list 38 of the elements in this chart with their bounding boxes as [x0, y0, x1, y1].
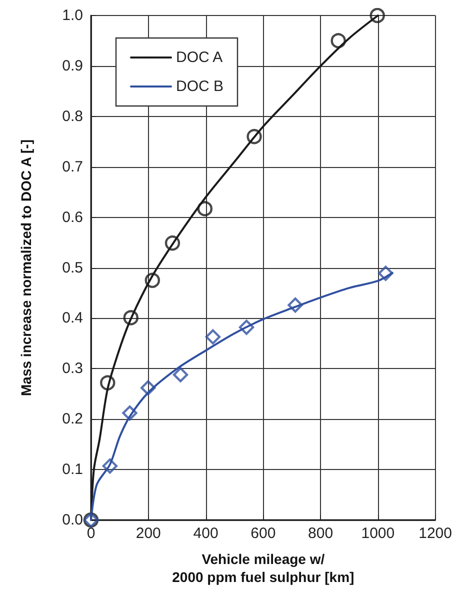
y-tick-label: 1.0 — [62, 7, 83, 24]
point — [100, 375, 116, 390]
point — [370, 8, 385, 24]
y-tick-label: 0.7 — [62, 158, 83, 176]
point — [378, 266, 394, 281]
y-tick-label: 0.8 — [62, 108, 83, 125]
point — [246, 128, 262, 144]
point — [330, 33, 346, 48]
y-tick-label: 0.3 — [62, 360, 83, 378]
y-tick-label: 0.5 — [62, 259, 83, 276]
point — [140, 380, 156, 396]
point — [122, 405, 138, 421]
point — [102, 458, 118, 474]
y-tick-label: 0.4 — [62, 310, 83, 327]
y-tick-label: 0.0 — [62, 512, 83, 528]
x-tick-label: 600 — [250, 525, 276, 542]
x-tick-label: 0 — [86, 525, 96, 542]
x-tick-label: 1000 — [361, 525, 395, 542]
legend-label: DOC B — [176, 78, 224, 95]
point — [197, 201, 213, 216]
x-axis-title: Vehicle mileage w/ 2000 ppm fuel sulphur [km] — [172, 551, 354, 585]
point — [288, 297, 303, 313]
y-tick-label: 0.6 — [62, 208, 83, 226]
x-tick-label: 800 — [308, 525, 334, 542]
point — [205, 329, 221, 344]
y-axis-title: Mass increase normalized to DOC A [-] — [18, 140, 34, 396]
point — [164, 235, 180, 251]
point — [123, 310, 138, 326]
y-tick-label: 0.9 — [62, 57, 83, 74]
y-tick-label: 0.1 — [62, 461, 83, 478]
y-tick-label: 0.2 — [62, 410, 83, 428]
x-tick-label: 400 — [193, 525, 218, 542]
point — [172, 367, 188, 382]
legend-label: DOC A — [176, 49, 223, 66]
x-tick-label: 1200 — [418, 525, 452, 542]
point — [144, 272, 160, 288]
x-tick-label: 200 — [136, 525, 161, 542]
point — [238, 320, 254, 335]
